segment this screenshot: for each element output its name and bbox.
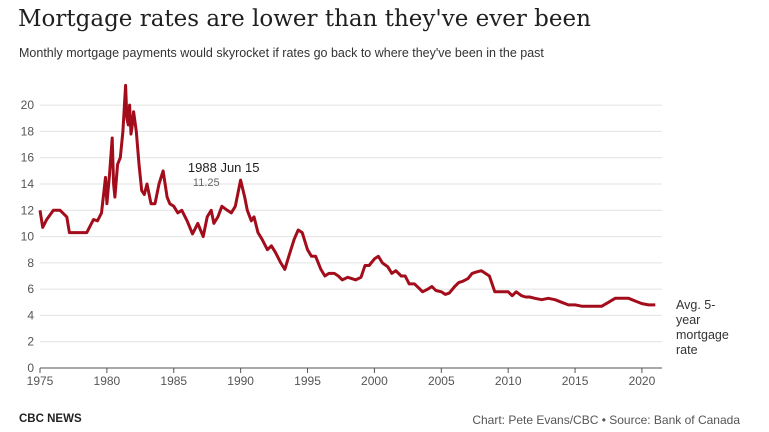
- x-tick-label: 2010: [495, 374, 522, 388]
- x-tick-label: 2020: [629, 374, 656, 388]
- y-tick-label: 0: [27, 361, 34, 375]
- y-tick-label: 10: [21, 230, 35, 244]
- chart-title: Mortgage rates are lower than they've ev…: [18, 6, 591, 32]
- y-tick-label: 4: [27, 308, 34, 322]
- y-tick-label: 8: [27, 256, 34, 270]
- x-axis-ticks: 1975 1980 1985 1990 1995 2000 2005 2010 2015 2020: [27, 368, 656, 388]
- chart-subtitle: Monthly mortgage payments would skyrocke…: [19, 46, 544, 60]
- y-tick-label: 16: [21, 151, 35, 165]
- x-tick-label: 1980: [94, 374, 121, 388]
- x-tick-label: 2015: [562, 374, 589, 388]
- y-tick-label: 6: [27, 282, 34, 296]
- series-label-line: rate: [676, 343, 698, 357]
- annotation-value: 11.25: [193, 177, 220, 189]
- x-tick-label: 2005: [428, 374, 455, 388]
- y-axis-ticks: 0 2 4 6 8 10 12 14 16 18 20: [21, 98, 35, 375]
- y-tick-label: 20: [21, 98, 35, 112]
- x-tick-label: 1990: [227, 374, 254, 388]
- series-label-line: year: [676, 313, 700, 327]
- x-tick-label: 2000: [361, 374, 388, 388]
- series-label-line: Avg. 5-: [676, 298, 715, 312]
- series-label-line: mortgage: [676, 328, 729, 342]
- annotation-date: 1988 Jun 15: [188, 160, 260, 175]
- x-tick-label: 1995: [294, 374, 321, 388]
- hover-annotation: 1988 Jun 15 11.25: [188, 160, 260, 189]
- grid-lines: [40, 104, 662, 343]
- series-line-mortgage-rate[interactable]: [38, 83, 656, 308]
- footer-brand: CBC NEWS: [19, 413, 82, 425]
- y-tick-label: 14: [21, 177, 35, 191]
- x-tick-label: 1985: [160, 374, 187, 388]
- footer-credit: Chart: Pete Evans/CBC • Source: Bank of …: [472, 413, 740, 427]
- x-tick-label: 1975: [27, 374, 54, 388]
- y-tick-label: 12: [21, 203, 35, 217]
- y-tick-label: 18: [21, 124, 35, 138]
- y-tick-label: 2: [27, 335, 34, 349]
